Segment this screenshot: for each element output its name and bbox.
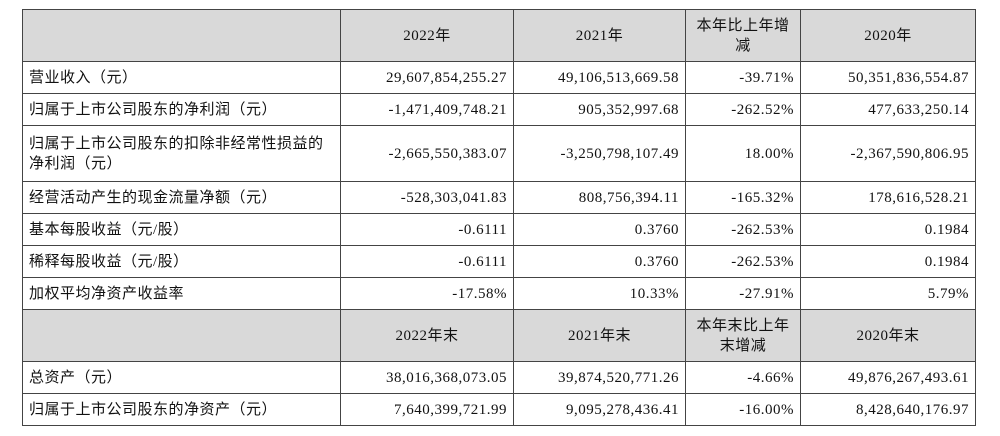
value-cell: -0.6111 [340, 213, 514, 246]
value-cell: -1,471,409,748.21 [340, 93, 514, 126]
value-cell: 477,633,250.14 [800, 93, 976, 126]
value-cell: 7,640,399,721.99 [340, 393, 514, 426]
value-cell: -27.91% [685, 277, 801, 310]
value-cell: 9,095,278,436.41 [513, 393, 686, 426]
data-row: 总资产（元） 38,016,368,073.05 39,874,520,771.26… [22, 361, 976, 394]
value-cell: 808,756,394.11 [513, 181, 686, 214]
header-cell [22, 309, 341, 362]
value-cell: -3,250,798,107.49 [513, 125, 686, 182]
value-cell: 5.79% [800, 277, 976, 310]
value-cell: 8,428,640,176.97 [800, 393, 976, 426]
value-cell: -2,367,590,806.95 [800, 125, 976, 182]
value-cell: -17.58% [340, 277, 514, 310]
row-label: 营业收入（元） [22, 61, 341, 94]
row-label: 归属于上市公司股东的净利润（元） [22, 93, 341, 126]
value-cell: -16.00% [685, 393, 801, 426]
value-cell: 38,016,368,073.05 [340, 361, 514, 394]
value-cell: -2,665,550,383.07 [340, 125, 514, 182]
value-cell: 0.3760 [513, 213, 686, 246]
value-cell: 39,874,520,771.26 [513, 361, 686, 394]
row-label: 加权平均净资产收益率 [22, 277, 341, 310]
value-cell: -165.32% [685, 181, 801, 214]
value-cell: 0.3760 [513, 245, 686, 278]
value-cell: -262.53% [685, 213, 801, 246]
data-row: 基本每股收益（元/股） -0.6111 0.3760 -262.53% 0.1984 [22, 213, 976, 246]
value-cell: -528,303,041.83 [340, 181, 514, 214]
value-cell: 10.33% [513, 277, 686, 310]
value-cell: 29,607,854,255.27 [340, 61, 514, 94]
value-cell: 178,616,528.21 [800, 181, 976, 214]
data-row: 经营活动产生的现金流量净额（元） -528,303,041.83 808,756,3… [22, 181, 976, 214]
header-cell: 2022年末 [340, 309, 514, 362]
header-cell: 2021年末 [513, 309, 686, 362]
header-cell [22, 9, 341, 62]
financial-table: 2022年 2021年 本年比上年增减 2020年 营业收入（元） 29,607,854,… [22, 9, 976, 426]
header-cell: 本年末比上年末增减 [685, 309, 801, 362]
header-cell: 2022年 [340, 9, 514, 62]
value-cell: 0.1984 [800, 213, 976, 246]
data-row: 归属于上市公司股东的扣除非经常性损益的净利润（元） -2,665,550,383.… [22, 125, 976, 182]
header-cell: 2020年末 [800, 309, 976, 362]
row-label: 归属于上市公司股东的净资产（元） [22, 393, 341, 426]
header-row: 2022年 2021年 本年比上年增减 2020年 [22, 9, 976, 62]
header-cell: 本年比上年增减 [685, 9, 801, 62]
header-cell: 2021年 [513, 9, 686, 62]
header-cell: 2020年 [800, 9, 976, 62]
row-label: 归属于上市公司股东的扣除非经常性损益的净利润（元） [22, 125, 341, 182]
data-row: 稀释每股收益（元/股） -0.6111 0.3760 -262.53% 0.1984 [22, 245, 976, 278]
value-cell: 49,106,513,669.58 [513, 61, 686, 94]
value-cell: -262.52% [685, 93, 801, 126]
row-label: 经营活动产生的现金流量净额（元） [22, 181, 341, 214]
value-cell: 49,876,267,493.61 [800, 361, 976, 394]
data-row: 归属于上市公司股东的净利润（元） -1,471,409,748.21 905,352… [22, 93, 976, 126]
row-label: 基本每股收益（元/股） [22, 213, 341, 246]
value-cell: -4.66% [685, 361, 801, 394]
value-cell: 50,351,836,554.87 [800, 61, 976, 94]
value-cell: 18.00% [685, 125, 801, 182]
data-row: 营业收入（元） 29,607,854,255.27 49,106,513,669.5… [22, 61, 976, 94]
value-cell: 905,352,997.68 [513, 93, 686, 126]
row-label: 稀释每股收益（元/股） [22, 245, 341, 278]
data-row: 加权平均净资产收益率 -17.58% 10.33% -27.91% 5.79% [22, 277, 976, 310]
row-label: 总资产（元） [22, 361, 341, 394]
value-cell: -0.6111 [340, 245, 514, 278]
header-row: 2022年末 2021年末 本年末比上年末增减 2020年末 [22, 309, 976, 362]
value-cell: -262.53% [685, 245, 801, 278]
value-cell: 0.1984 [800, 245, 976, 278]
value-cell: -39.71% [685, 61, 801, 94]
data-row: 归属于上市公司股东的净资产（元） 7,640,399,721.99 9,095,27… [22, 393, 976, 426]
